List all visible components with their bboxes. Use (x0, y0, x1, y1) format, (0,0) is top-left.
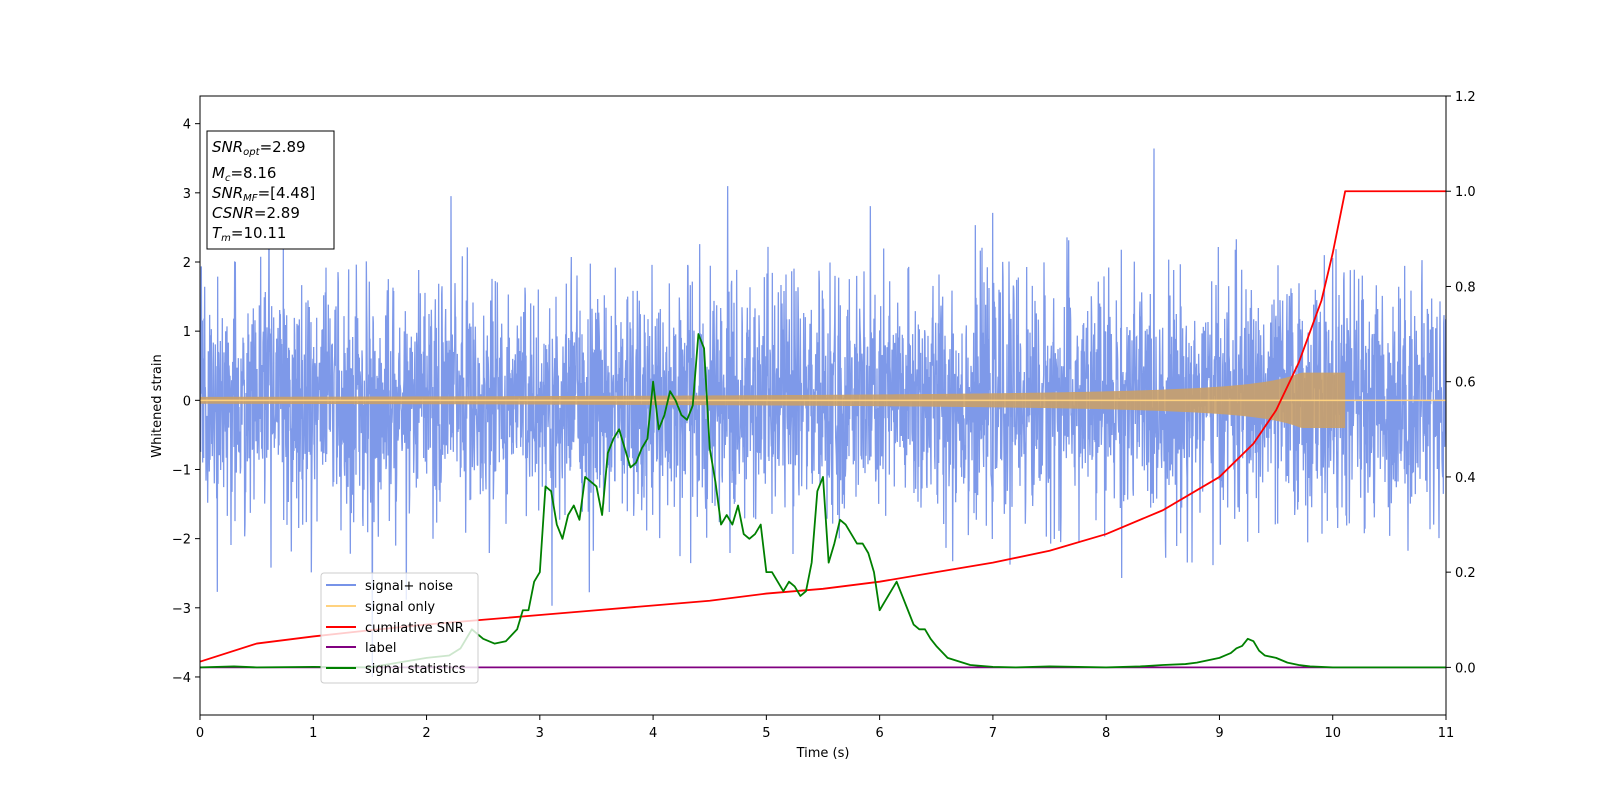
x-tick-label: 0 (196, 726, 204, 741)
y-axis-left: −4 −3 −2 −1 0 1 2 3 4 (172, 118, 200, 686)
y-axis-label: Whitened strain (150, 354, 165, 457)
y-tick-label: −1 (172, 463, 191, 478)
y2-tick-label: 0.6 (1455, 376, 1476, 391)
x-tick-label: 7 (989, 726, 997, 741)
y-tick-label: −3 (172, 602, 191, 617)
y2-tick-label: 0.4 (1455, 471, 1476, 486)
info-tm: Tm=10.11 (212, 224, 286, 244)
y2-tick-label: 0.2 (1455, 566, 1476, 581)
legend-label: label (365, 641, 396, 656)
x-tick-label: 5 (762, 726, 770, 741)
info-snr-mf: SNRMF=[4.48] (212, 184, 315, 204)
legend-label: signal+ noise (365, 579, 453, 594)
y2-tick-label: 1.2 (1455, 90, 1476, 105)
info-mc: Mc=8.16 (212, 164, 276, 184)
x-tick-label: 6 (875, 726, 883, 741)
y-tick-label: 1 (183, 325, 191, 340)
y2-tick-label: 0.0 (1455, 661, 1476, 676)
y-tick-label: −2 (172, 533, 191, 548)
y-tick-label: 3 (183, 187, 191, 202)
y-tick-label: 0 (183, 394, 191, 409)
x-tick-label: 10 (1324, 726, 1341, 741)
y2-tick-label: 1.0 (1455, 185, 1476, 200)
info-box: SNRopt=2.89 Mc=8.16 SNRMF=[4.48] CSNR=2.… (206, 130, 335, 250)
x-tick-label: 8 (1102, 726, 1110, 741)
info-snr-opt: SNRopt=2.89 (212, 138, 306, 158)
y-tick-label: 2 (183, 256, 191, 271)
y2-tick-label: 0.8 (1455, 280, 1476, 295)
signal-only-series (200, 372, 1446, 428)
legend-item-label: label (326, 641, 396, 656)
signal-noise-series (200, 148, 1446, 677)
legend: signal+ noise signal only cumilative SNR… (320, 572, 479, 684)
signal-statistics-line (200, 333, 1446, 669)
x-tick-label: 11 (1438, 726, 1455, 741)
x-tick-label: 4 (649, 726, 657, 741)
legend-label: signal statistics (365, 662, 466, 677)
y-axis-right: 0.0 0.2 0.4 0.6 0.8 1.0 1.2 (1446, 90, 1476, 676)
legend-item-signal-noise: signal+ noise (326, 579, 453, 594)
x-tick-label: 3 (536, 726, 544, 741)
legend-item-signal-statistics: signal statistics (326, 662, 466, 677)
legend-label: signal only (365, 600, 435, 615)
legend-item-cumulative-snr: cumilative SNR (326, 621, 464, 636)
legend-label: cumilative SNR (365, 621, 464, 636)
x-axis: 0 1 2 3 4 5 6 7 8 9 10 11 (196, 715, 1454, 741)
x-tick-label: 1 (309, 726, 317, 741)
info-csnr: CSNR=2.89 (212, 204, 300, 222)
legend-item-signal-only: signal only (326, 600, 435, 615)
signal-noise-line (200, 148, 1446, 677)
x-axis-label: Time (s) (796, 746, 850, 761)
y-tick-label: 4 (183, 118, 191, 133)
plot-frame (199, 95, 1447, 716)
x-tick-label: 9 (1215, 726, 1223, 741)
y-tick-label: −4 (172, 671, 191, 686)
x-tick-label: 2 (422, 726, 430, 741)
